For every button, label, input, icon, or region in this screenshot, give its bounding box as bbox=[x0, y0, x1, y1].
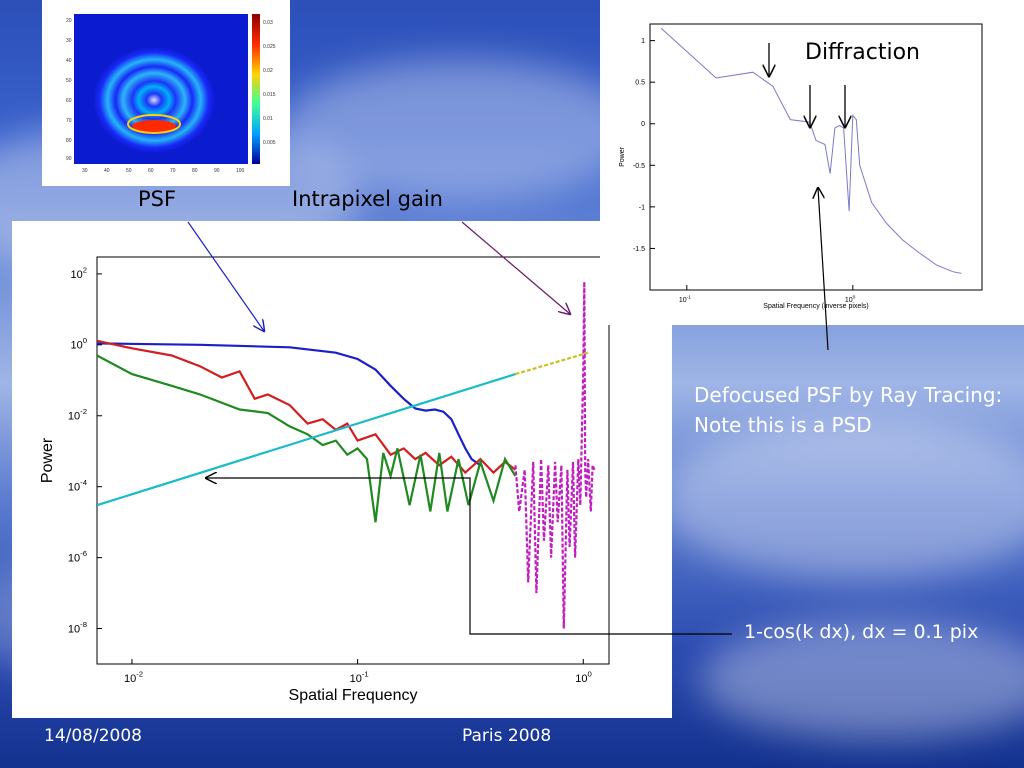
y-axis-label: Power bbox=[39, 437, 56, 483]
psf-heatmap: 20 30 40 50 60 70 80 90 30 40 50 60 70 80 90 100 0… bbox=[66, 14, 276, 174]
diffraction-label: Diffraction bbox=[805, 40, 920, 65]
psf-label: PSF bbox=[138, 187, 177, 211]
svg-text:70: 70 bbox=[170, 168, 176, 174]
svg-text:100: 100 bbox=[236, 168, 245, 174]
y-tick-label: 10-2 bbox=[68, 407, 87, 423]
svg-text:80: 80 bbox=[66, 138, 72, 144]
svg-text:50: 50 bbox=[66, 78, 72, 84]
y-axis-label: Power bbox=[619, 146, 626, 167]
y-tick-label: -1.5 bbox=[633, 246, 645, 253]
plot-frame bbox=[649, 23, 983, 291]
svg-text:40: 40 bbox=[104, 168, 110, 174]
y-tick-label: 0.5 bbox=[635, 80, 645, 87]
svg-text:90: 90 bbox=[214, 168, 220, 174]
x-tick-label: 10-1 bbox=[350, 670, 369, 686]
y-tick-label: 10-4 bbox=[68, 478, 88, 494]
main-chart-panel: 10-2 10-1 100 102 100 10-2 10-4 10-6 10-8 Spatial… bbox=[12, 221, 672, 718]
y-tick-label: 100 bbox=[70, 336, 87, 352]
cosine-note: 1-cos(k dx), dx = 0.1 pix bbox=[744, 621, 979, 643]
svg-text:90: 90 bbox=[66, 156, 72, 162]
y-tick-label: 10-6 bbox=[68, 549, 87, 565]
footer-date: 14/08/2008 bbox=[44, 726, 142, 746]
svg-text:0.03: 0.03 bbox=[263, 20, 273, 26]
main-psd-chart: 10-2 10-1 100 102 100 10-2 10-4 10-6 10-8 Spatial… bbox=[39, 256, 610, 704]
svg-text:60: 60 bbox=[66, 98, 72, 104]
series-line-5 bbox=[514, 281, 596, 629]
y-tick-label: -0.5 bbox=[633, 163, 645, 170]
svg-text:60: 60 bbox=[148, 168, 154, 174]
svg-text:0.025: 0.025 bbox=[263, 44, 276, 50]
svg-text:40: 40 bbox=[66, 58, 72, 64]
svg-text:20: 20 bbox=[66, 18, 72, 24]
y-tick-label: -1 bbox=[639, 204, 645, 211]
series-line-1 bbox=[97, 339, 517, 475]
series-line-3 bbox=[97, 373, 516, 507]
series-line-0 bbox=[97, 342, 482, 467]
psf-image: 20 30 40 50 60 70 80 90 30 40 50 60 70 80 90 100 0… bbox=[42, 0, 290, 186]
svg-text:30: 30 bbox=[66, 38, 72, 44]
svg-text:30: 30 bbox=[82, 168, 88, 174]
y-tick-label: 10-8 bbox=[68, 620, 87, 636]
svg-text:80: 80 bbox=[192, 168, 198, 174]
y-tick-label: 0 bbox=[641, 121, 645, 128]
plot-frame bbox=[96, 256, 610, 665]
svg-text:0.01: 0.01 bbox=[263, 116, 273, 122]
x-tick-label: 100 bbox=[575, 670, 592, 686]
y-tick-label: 1 bbox=[641, 38, 645, 45]
diffraction-chart-panel: 10-1 100 1 0.5 0 -0.5 -1 -1.5 Spatial Frequency … bbox=[600, 0, 1024, 325]
x-axis-label: Spatial Frequency (inverse pixels) bbox=[763, 303, 868, 310]
svg-text:0.005: 0.005 bbox=[263, 140, 276, 146]
svg-text:0.02: 0.02 bbox=[263, 68, 273, 74]
series-line-4 bbox=[515, 351, 589, 376]
x-tick-label: 10-2 bbox=[124, 670, 143, 686]
y-tick-label: 102 bbox=[70, 265, 87, 281]
x-tick-label: 100 bbox=[845, 295, 856, 305]
intrapixel-gain-label: Intrapixel gain bbox=[292, 187, 443, 211]
x-axis-label: Spatial Frequency bbox=[289, 687, 418, 704]
svg-text:50: 50 bbox=[126, 168, 132, 174]
defocus-note: Defocused PSF by Ray Tracing: Note this … bbox=[694, 383, 1003, 437]
svg-text:70: 70 bbox=[66, 118, 72, 124]
x-tick-label: 10-1 bbox=[679, 295, 691, 305]
svg-text:0.015: 0.015 bbox=[263, 92, 276, 98]
footer-event: Paris 2008 bbox=[462, 726, 552, 746]
